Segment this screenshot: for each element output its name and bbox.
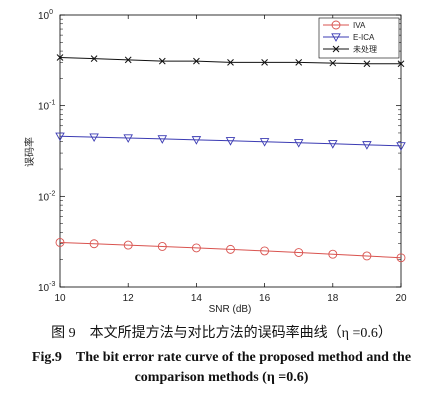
data-point [328,249,338,259]
y-axis-label: 误码率 [23,137,36,167]
data-point [260,246,270,256]
series-0 [55,237,406,263]
x-tick-label: 10 [54,293,66,304]
data-point [226,244,235,254]
series-line [59,135,402,147]
series-line [59,241,402,259]
data-point [259,138,270,147]
data-point [294,248,304,257]
legend-marker [331,20,341,30]
data-point [158,57,166,65]
data-point [329,59,337,67]
legend-label: 未处理 [353,44,377,54]
data-point [55,237,65,247]
data-point [56,54,64,61]
x-tick-label: 18 [327,293,339,304]
figure-caption-cn: 图 9 本文所提方法与对比方法的误码率曲线（η =0.6） [51,326,392,341]
legend-marker [332,45,340,53]
data-point [191,136,202,145]
x-tick-label: 20 [395,293,407,304]
data-point [225,137,236,146]
y-tick-base: 10 [38,11,50,22]
x-tick-label: 16 [259,293,271,304]
data-point [123,240,133,250]
data-point [191,243,201,253]
y-tick-label: 10-2 [38,190,55,203]
figure-caption-en-line2: comparison methods (η =0.6) [134,370,309,385]
y-tick-exponent: -1 [49,100,55,107]
data-point [362,141,372,150]
data-point [124,56,132,64]
y-tick-label: 10-3 [38,281,55,294]
y-tick-label: 10-1 [38,100,55,113]
legend-label: IVA [353,21,366,30]
figure-caption-en-line1: Fig.9 The bit error rate curve of the pr… [31,350,412,365]
series-layer [55,54,406,263]
legend-marker [331,33,341,42]
series-1 [55,132,406,151]
y-tick-base: 10 [38,192,50,203]
data-point [157,135,168,144]
data-point [55,132,65,142]
data-point [362,251,372,261]
data-point [397,60,405,68]
y-tick-exponent: 0 [49,9,53,16]
data-point [293,139,304,148]
data-point [261,59,268,66]
data-point [123,134,133,143]
legend: IVA E-ICA 未处理 [318,17,400,59]
data-point [363,60,371,68]
data-point [157,242,167,251]
data-point [328,140,338,149]
data-point [90,55,98,63]
y-tick-base: 10 [38,283,50,294]
y-tick-label: 100 [38,9,53,22]
y-tick-exponent: -2 [49,190,55,197]
data-point [396,253,406,263]
data-point [396,142,406,151]
data-point [227,59,234,66]
series-2 [56,54,405,68]
legend-label: E-ICA [353,33,375,42]
y-tick-base: 10 [38,102,50,113]
plot-area [59,14,402,288]
data-point [89,239,99,249]
x-tick-label: 14 [191,293,203,304]
data-point [193,57,200,65]
x-tick-label: 12 [123,293,135,304]
x-axis-label: SNR (dB) [209,304,252,315]
data-point [295,59,303,66]
data-point [89,133,99,143]
y-tick-exponent: -3 [49,281,55,288]
